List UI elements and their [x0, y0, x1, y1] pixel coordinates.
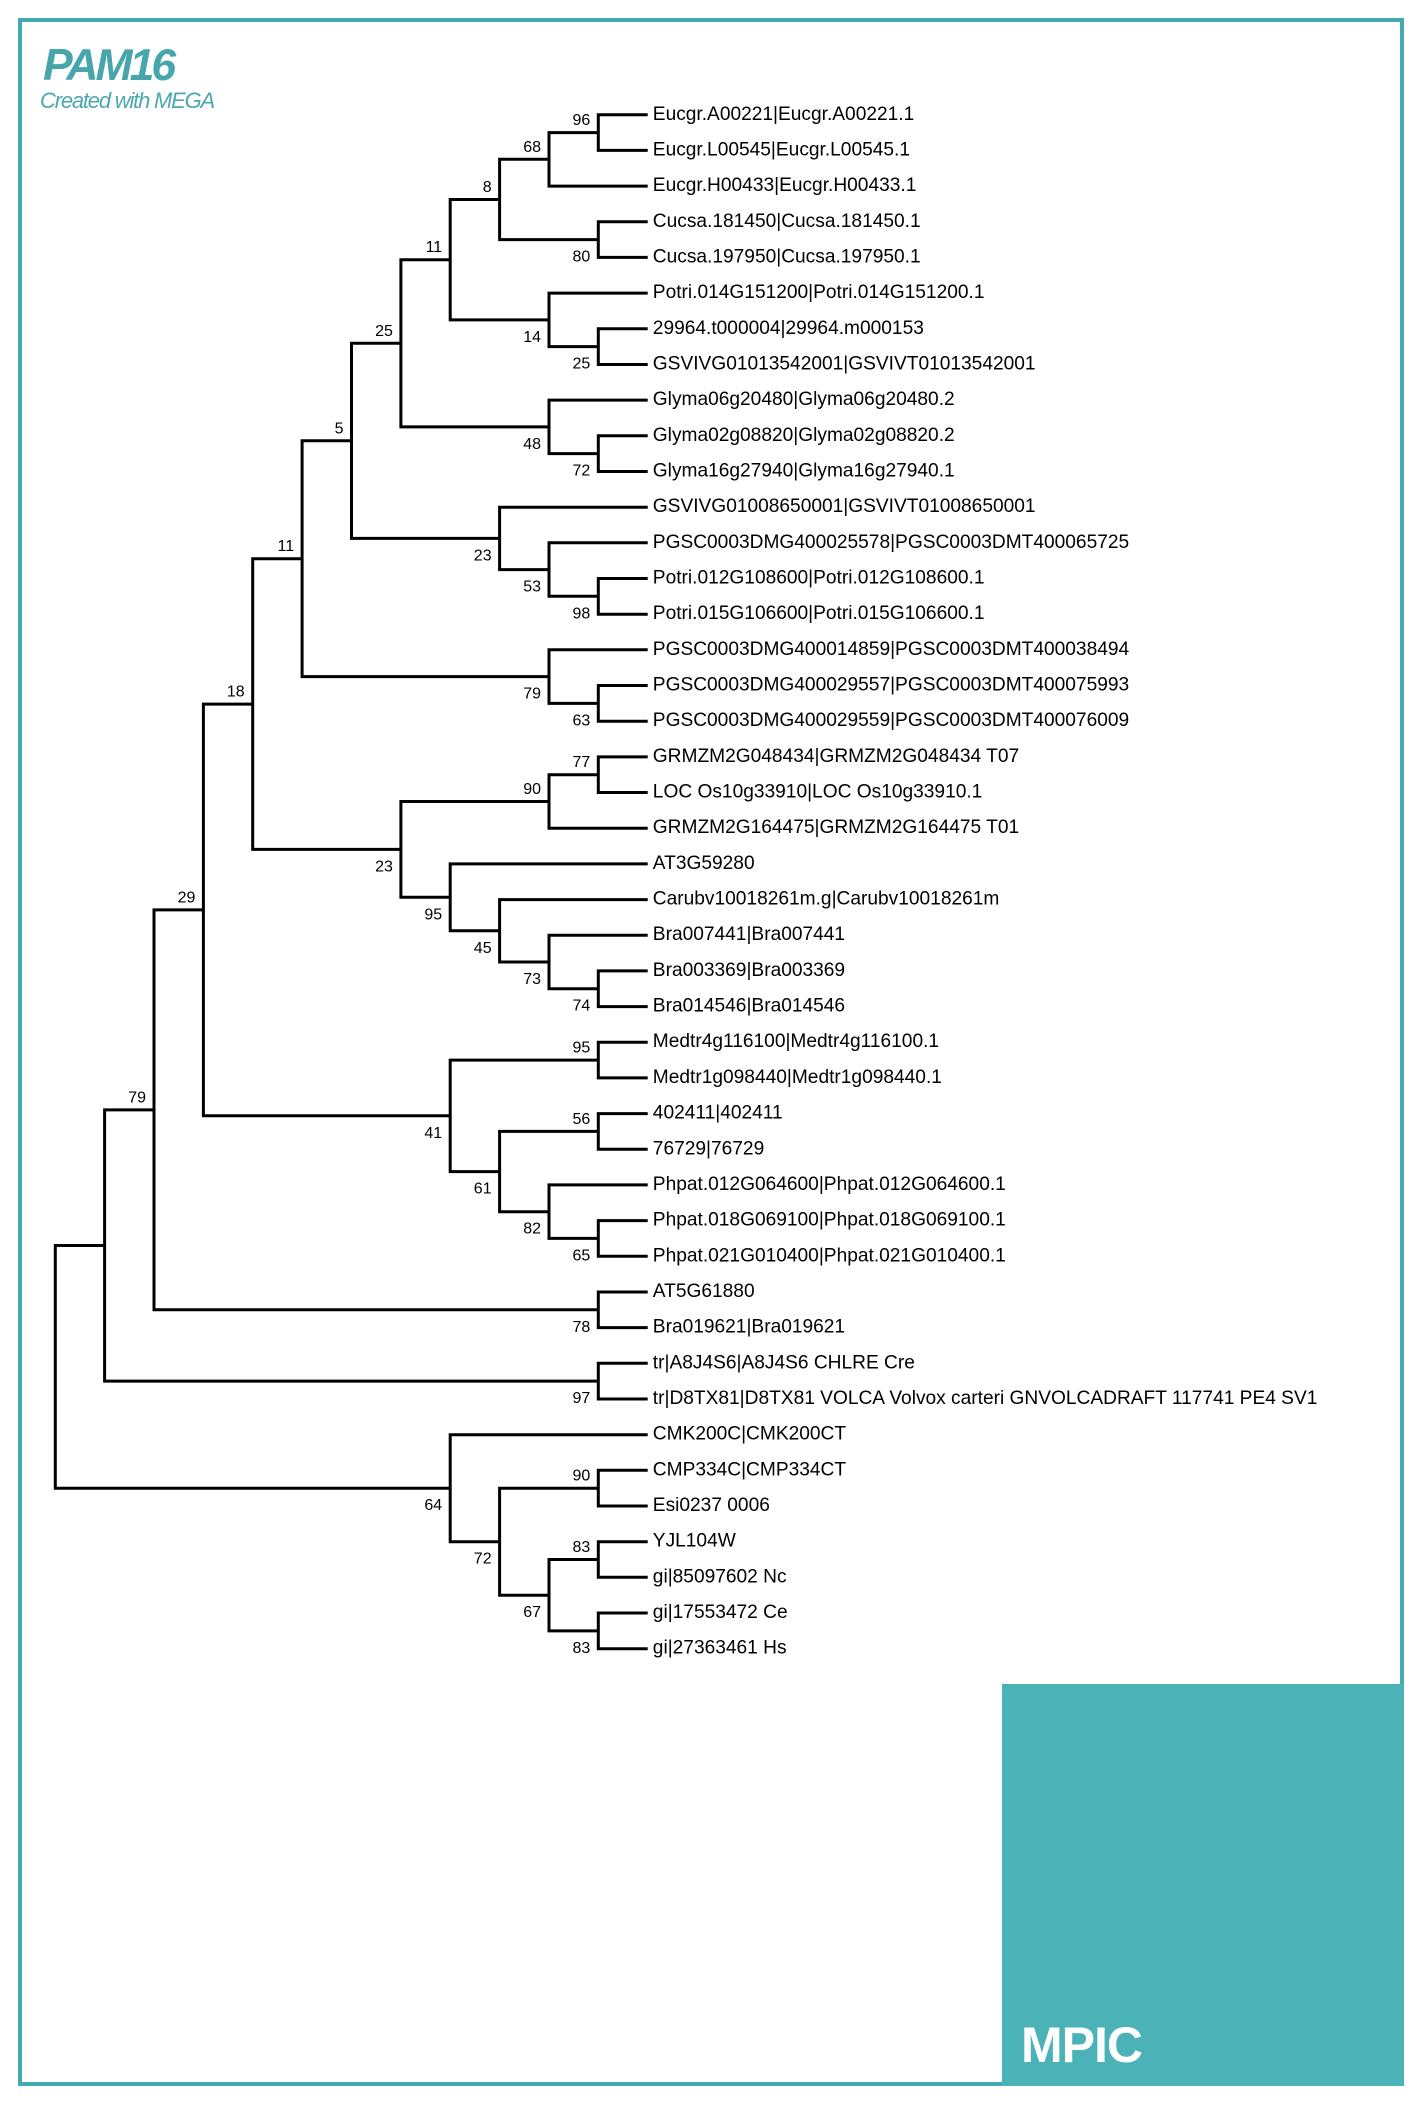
svg-text:Potri.015G106600|Potri.015G106: Potri.015G106600|Potri.015G106600.1 — [653, 603, 985, 624]
svg-text:Esi0237 0006: Esi0237 0006 — [653, 1495, 770, 1516]
svg-text:68: 68 — [523, 139, 541, 156]
svg-text:29964.t000004|29964.m000153: 29964.t000004|29964.m000153 — [653, 318, 924, 339]
svg-text:Eucgr.H00433|Eucgr.H00433.1: Eucgr.H00433|Eucgr.H00433.1 — [653, 175, 917, 196]
svg-text:tr|A8J4S6|A8J4S6 CHLRE Cre: tr|A8J4S6|A8J4S6 CHLRE Cre — [653, 1352, 915, 1373]
svg-text:Bra019621|Bra019621: Bra019621|Bra019621 — [653, 1317, 845, 1338]
svg-text:45: 45 — [474, 940, 492, 957]
svg-text:79: 79 — [523, 686, 541, 703]
svg-text:AT5G61880: AT5G61880 — [653, 1281, 755, 1302]
svg-text:CMK200C|CMK200CT: CMK200C|CMK200CT — [653, 1424, 847, 1445]
svg-text:48: 48 — [523, 436, 541, 453]
svg-text:53: 53 — [523, 579, 541, 596]
svg-text:63: 63 — [573, 712, 591, 729]
svg-text:73: 73 — [523, 971, 541, 988]
svg-text:14: 14 — [523, 329, 541, 346]
svg-text:Medtr4g116100|Medtr4g116100.1: Medtr4g116100|Medtr4g116100.1 — [653, 1031, 939, 1052]
svg-text:90: 90 — [573, 1468, 591, 1485]
svg-text:AT3G59280: AT3G59280 — [653, 853, 755, 874]
svg-text:MPIC: MPIC — [1021, 2017, 1142, 2073]
svg-text:Bra014546|Bra014546: Bra014546|Bra014546 — [653, 996, 845, 1017]
svg-text:Phpat.021G010400|Phpat.021G010: Phpat.021G010400|Phpat.021G010400.1 — [653, 1245, 1006, 1266]
svg-text:95: 95 — [573, 1040, 591, 1057]
svg-text:Phpat.012G064600|Phpat.012G064: Phpat.012G064600|Phpat.012G064600.1 — [653, 1174, 1006, 1195]
svg-text:56: 56 — [573, 1111, 591, 1128]
svg-text:78: 78 — [573, 1319, 591, 1336]
svg-text:65: 65 — [573, 1247, 591, 1264]
svg-text:23: 23 — [375, 858, 393, 875]
svg-text:76729|76729: 76729|76729 — [653, 1138, 764, 1159]
svg-text:90: 90 — [523, 781, 541, 798]
svg-text:18: 18 — [227, 684, 245, 701]
svg-text:25: 25 — [573, 356, 591, 373]
svg-text:11: 11 — [426, 239, 443, 256]
svg-text:LOC Os10g33910|LOC Os10g33910.: LOC Os10g33910|LOC Os10g33910.1 — [653, 782, 983, 803]
svg-text:25: 25 — [375, 323, 393, 340]
svg-text:gi|85097602 Nc: gi|85097602 Nc — [653, 1566, 787, 1587]
svg-text:402411|402411: 402411|402411 — [653, 1103, 783, 1124]
svg-text:77: 77 — [573, 754, 591, 771]
svg-text:11: 11 — [277, 538, 294, 555]
svg-text:Phpat.018G069100|Phpat.018G069: Phpat.018G069100|Phpat.018G069100.1 — [653, 1210, 1006, 1231]
svg-text:83: 83 — [573, 1640, 591, 1657]
svg-text:98: 98 — [573, 605, 591, 622]
svg-text:79: 79 — [128, 1089, 146, 1106]
svg-text:96: 96 — [573, 112, 591, 129]
svg-text:8: 8 — [483, 179, 492, 196]
svg-text:Carubv10018261m.g|Carubv100182: Carubv10018261m.g|Carubv10018261m — [653, 889, 1000, 910]
svg-text:Cucsa.197950|Cucsa.197950.1: Cucsa.197950|Cucsa.197950.1 — [653, 246, 921, 267]
svg-text:GRMZM2G164475|GRMZM2G164475 T0: GRMZM2G164475|GRMZM2G164475 T01 — [653, 817, 1019, 838]
svg-text:41: 41 — [424, 1125, 442, 1142]
svg-text:Eucgr.L00545|Eucgr.L00545.1: Eucgr.L00545|Eucgr.L00545.1 — [653, 139, 910, 160]
svg-text:67: 67 — [523, 1604, 541, 1621]
svg-text:Eucgr.A00221|Eucgr.A00221.1: Eucgr.A00221|Eucgr.A00221.1 — [653, 104, 914, 125]
svg-text:GRMZM2G048434|GRMZM2G048434 T0: GRMZM2G048434|GRMZM2G048434 T07 — [653, 746, 1019, 767]
svg-text:Potri.012G108600|Potri.012G108: Potri.012G108600|Potri.012G108600.1 — [653, 568, 985, 589]
svg-text:64: 64 — [424, 1497, 442, 1514]
svg-text:Potri.014G151200|Potri.014G151: Potri.014G151200|Potri.014G151200.1 — [653, 282, 985, 303]
svg-text:Created with MEGA: Created with MEGA — [40, 88, 215, 113]
svg-text:GSVIVG01013542001|GSVIVT010135: GSVIVG01013542001|GSVIVT01013542001 — [653, 354, 1036, 375]
svg-text:PGSC0003DMG400029559|PGSC0003D: PGSC0003DMG400029559|PGSC0003DMT40007600… — [653, 710, 1129, 731]
svg-text:29: 29 — [178, 889, 196, 906]
svg-text:74: 74 — [573, 998, 591, 1015]
svg-text:72: 72 — [474, 1551, 492, 1568]
svg-text:83: 83 — [573, 1539, 591, 1556]
svg-text:PGSC0003DMG400025578|PGSC0003D: PGSC0003DMG400025578|PGSC0003DMT40006572… — [653, 532, 1129, 553]
svg-text:PAM16: PAM16 — [43, 41, 176, 90]
svg-text:Glyma06g20480|Glyma06g20480.2: Glyma06g20480|Glyma06g20480.2 — [653, 389, 955, 410]
svg-text:Glyma02g08820|Glyma02g08820.2: Glyma02g08820|Glyma02g08820.2 — [653, 425, 955, 446]
svg-text:PGSC0003DMG400029557|PGSC0003D: PGSC0003DMG400029557|PGSC0003DMT40007599… — [653, 675, 1129, 696]
svg-text:72: 72 — [573, 463, 591, 480]
svg-text:5: 5 — [335, 420, 344, 437]
svg-text:Glyma16g27940|Glyma16g27940.1: Glyma16g27940|Glyma16g27940.1 — [653, 461, 955, 482]
svg-text:95: 95 — [424, 906, 442, 923]
svg-text:Bra003369|Bra003369: Bra003369|Bra003369 — [653, 960, 845, 981]
svg-text:tr|D8TX81|D8TX81 VOLCA Volvox: tr|D8TX81|D8TX81 VOLCA Volvox carteri GN… — [653, 1388, 1318, 1409]
svg-text:CMP334C|CMP334CT: CMP334C|CMP334CT — [653, 1459, 847, 1480]
svg-text:82: 82 — [523, 1221, 541, 1238]
svg-text:80: 80 — [573, 249, 591, 266]
svg-text:61: 61 — [474, 1181, 492, 1198]
svg-text:GSVIVG01008650001|GSVIVT010086: GSVIVG01008650001|GSVIVT01008650001 — [653, 496, 1036, 517]
svg-text:Cucsa.181450|Cucsa.181450.1: Cucsa.181450|Cucsa.181450.1 — [653, 211, 921, 232]
svg-text:97: 97 — [573, 1390, 591, 1407]
svg-text:YJL104W: YJL104W — [653, 1531, 736, 1552]
svg-text:Medtr1g098440|Medtr1g098440.1: Medtr1g098440|Medtr1g098440.1 — [653, 1067, 942, 1088]
svg-text:Bra007441|Bra007441: Bra007441|Bra007441 — [653, 924, 845, 945]
svg-text:PGSC0003DMG400014859|PGSC0003D: PGSC0003DMG400014859|PGSC0003DMT40003849… — [653, 639, 1130, 660]
svg-text:gi|17553472 Ce: gi|17553472 Ce — [653, 1602, 788, 1623]
svg-text:gi|27363461 Hs: gi|27363461 Hs — [653, 1638, 787, 1659]
svg-text:23: 23 — [474, 547, 492, 564]
